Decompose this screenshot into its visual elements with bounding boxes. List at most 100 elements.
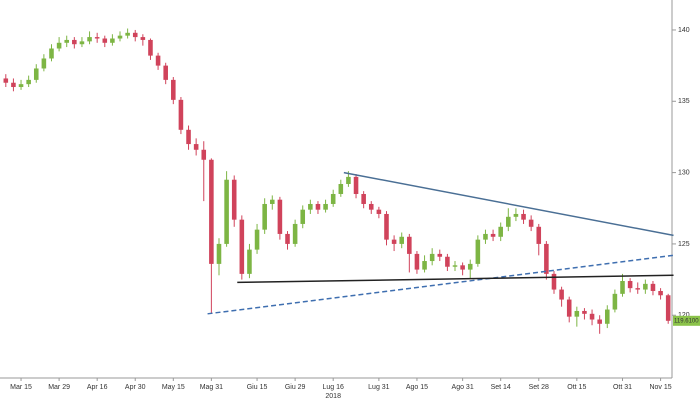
x-tick-label: Lug 31 [368,384,390,391]
candle-body [582,310,587,314]
candle-body [102,38,108,43]
year-label: 2018 [325,393,341,400]
candle-body [368,203,374,210]
candle-body [361,193,366,204]
candle-body [33,68,39,80]
candle-body [338,184,344,194]
candle-body [467,263,473,270]
x-tick-label: Lug 16 [322,384,344,391]
x-tick-label: Apr 16 [87,384,108,391]
trend-line [207,254,674,315]
candle-body [605,309,610,324]
x-tick-label: May 15 [162,384,185,391]
candle-body [643,283,648,290]
x-tick-label: Ago 15 [406,384,428,391]
last-price-label: 119.6100 [674,318,699,324]
candle-body [132,32,138,38]
candle-body [665,295,671,321]
candle-body [94,37,100,39]
x-tick-label: Giu 15 [247,384,268,391]
candle-body [391,239,397,244]
y-tick-label: 125 [678,241,690,248]
candle-body [414,253,420,270]
x-tick-label: Set 14 [491,384,511,391]
candle-body [597,319,602,324]
candle-body [18,84,24,88]
y-tick-label: 135 [678,98,690,105]
candle-body [658,290,663,296]
x-tick-label: Apr 30 [125,384,146,391]
candle-body [330,193,336,204]
candle-body [376,209,382,214]
candle-body [186,129,191,145]
candle-body [536,226,542,244]
candle-body [247,249,252,274]
candle-body [407,236,412,254]
candle-body [209,159,214,264]
candle-body [429,253,435,262]
candle-body [117,35,123,39]
x-tick-label: Ott 15 [567,384,586,391]
candle-body [566,299,572,317]
x-tick-label: Mar 15 [10,384,32,391]
candle-body [627,281,633,289]
candle-body [285,233,290,244]
candle-body [163,65,168,80]
candle-body [399,236,404,244]
candle-body [452,265,458,267]
candle-body [72,39,77,45]
candle-body [49,48,54,59]
x-tick-label: Set 28 [529,384,549,391]
candle-body [384,213,389,240]
candle-body [353,176,359,194]
candle-body [178,99,184,130]
candle-body [559,289,564,300]
candle-body [148,39,153,56]
candle-body [11,82,16,88]
candle-body [87,37,92,42]
candle-body [79,41,85,45]
candle-body [437,253,443,257]
candle-body [254,229,260,250]
candle-body [201,149,207,160]
x-tick-label: Nov 15 [649,384,671,391]
candle-body [612,293,618,310]
last-price-box [673,315,700,326]
candle-body [315,203,321,210]
candle-body [277,199,283,234]
candle-body [445,256,450,267]
candle-body [513,213,519,217]
y-tick-label: 140 [678,27,690,34]
x-tick-label: Ago 31 [452,384,474,391]
candle-body [483,233,488,240]
candle-body [544,243,549,274]
candle-body [346,176,351,185]
x-tick-label: Mag 31 [200,384,223,391]
candle-body [56,42,62,49]
candle-body [125,32,130,36]
candle-body [308,203,313,210]
candle-body [300,209,306,224]
candle-body [3,78,9,83]
candle-body [650,283,656,291]
candle-body [231,179,237,220]
y-tick-label: 130 [678,169,690,176]
candle-body [460,265,465,270]
candle-body [292,223,298,244]
y-tick-label: 120 [678,312,690,319]
x-tick-label: Giu 29 [285,384,306,391]
candle-body [506,216,511,227]
candle-body [155,55,161,66]
candle-body [498,226,503,237]
trend-line [237,274,674,284]
x-tick-label: Ott 31 [613,384,632,391]
candle-body [422,261,427,270]
candle-body [110,38,115,43]
candle-body [239,219,245,274]
candle-body [262,203,267,230]
candle-body [490,233,496,237]
candle-body [140,37,146,40]
x-tick-label: Mar 29 [48,384,70,391]
candle-body [323,203,328,210]
